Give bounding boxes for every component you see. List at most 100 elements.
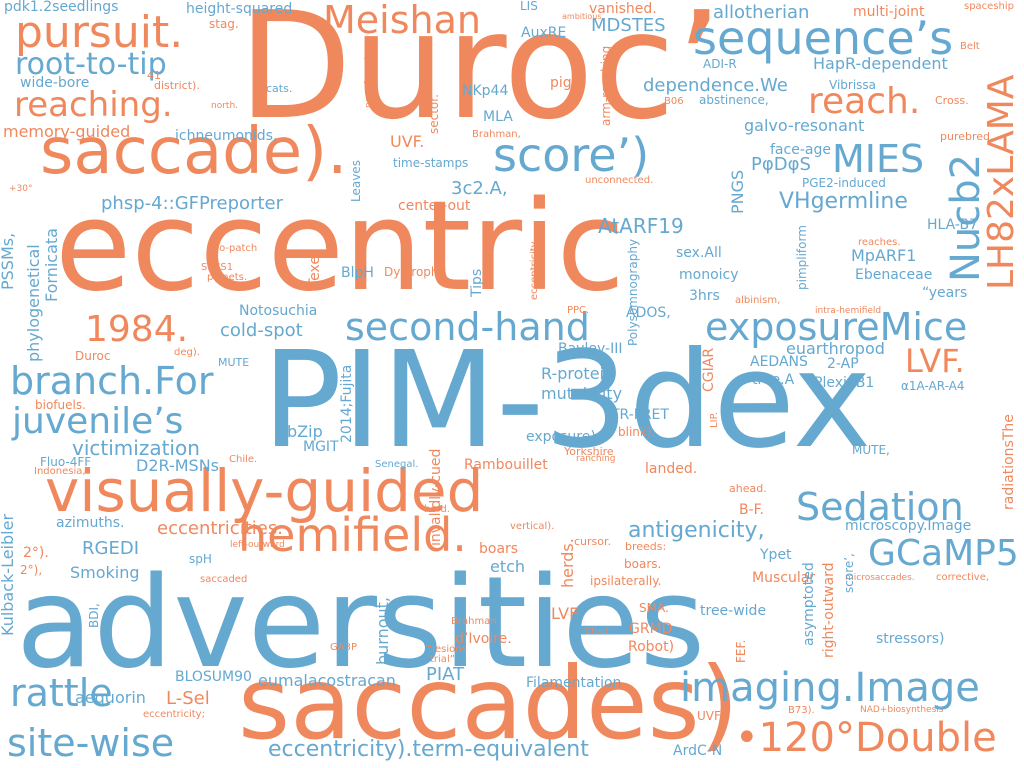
word-unconnected: unconnected.	[585, 175, 654, 186]
word-pursuit: pursuit.	[15, 7, 184, 58]
word-ypet: Ypet	[760, 547, 792, 563]
word-aequorin: aequorin	[75, 688, 146, 707]
word-41: 41	[147, 69, 161, 82]
word-ebenaceae: Ebenaceae	[855, 267, 933, 283]
word-bayley-iii: Bayley-III	[558, 341, 623, 357]
word-sma: SMA.	[639, 601, 669, 615]
word-d2r-msns: D2R-MSNs	[136, 456, 220, 475]
word-antigenicity: antigenicity,	[628, 518, 765, 543]
word-district: district).	[154, 79, 200, 92]
word-leaves: Leaves	[349, 160, 363, 202]
word-second-hand: second-hand	[345, 305, 590, 349]
word-notosuchia: Notosuchia	[239, 303, 318, 319]
word-atarf19: AtARF19	[598, 214, 684, 238]
word-rattle: rattle	[10, 671, 113, 715]
word-uvf: UVF	[697, 709, 721, 723]
word-robot: Robot)	[628, 639, 675, 655]
word-yorkshire: Yorkshire	[564, 445, 614, 458]
word-time-stamps: time-stamps	[393, 156, 469, 170]
word-3hrs: 3hrs	[689, 288, 720, 304]
word-indonesia: Indonesia,	[34, 466, 86, 477]
word-polysomnography: Polysomnography	[626, 238, 640, 346]
word-eccentric: eccentric	[55, 175, 625, 319]
word-exposure: exposure)	[526, 429, 596, 445]
word-mparf1: MpARF1	[851, 246, 917, 265]
word-sedation: Sedation	[796, 485, 964, 529]
word-azimuths: azimuths.	[56, 515, 125, 531]
word-meishan: Meishan	[323, 0, 481, 42]
word-etch: etch	[490, 557, 526, 576]
word-lesions: “lesions	[427, 644, 467, 655]
word-sph: spH	[189, 552, 212, 566]
word-euarthropod: euarthropod	[786, 339, 885, 358]
word-ambitious: ambitious	[562, 12, 602, 21]
word-ichneumonids: ichneumonids,	[175, 128, 278, 144]
word-2deg-comma: 2°),	[20, 563, 43, 577]
word-branch-for: branch.For	[10, 359, 214, 403]
word-multi-joint: multi-joint	[853, 4, 925, 20]
word-victimization: victimization	[72, 436, 200, 460]
word-cursor: cursor.	[574, 535, 612, 548]
word-lh82xlama: LH82xLAMA	[981, 74, 1022, 290]
word-mies: MIES	[832, 137, 925, 181]
word-mute: MUTE	[218, 356, 250, 369]
word-albinism: albinism,	[735, 295, 781, 306]
word-lip: LIP.	[709, 411, 720, 428]
word-mutability: mutability	[541, 384, 623, 403]
word-allotherian: allotherian	[713, 2, 810, 23]
word-hemifield: hemifield.	[238, 508, 467, 562]
word-pssms: PSSMs,	[0, 232, 17, 290]
word-microsaccades: microsaccades.	[845, 573, 915, 583]
word-120-double: •120°Double	[735, 715, 997, 761]
word-rgedi: RGEDI	[82, 538, 139, 559]
word-asymptoted: asymptoted	[801, 562, 817, 646]
word-bdi: BDI,	[87, 603, 101, 628]
word-plus30deg: +30°	[9, 184, 33, 194]
word-eccentricity-semi: eccentricity;	[143, 709, 205, 720]
word-pngs: PNGS	[728, 169, 747, 214]
word-deg: deg).	[174, 347, 200, 358]
word-purebred: purebred,	[940, 130, 994, 143]
word-2014-fujita: 2014;Fujita	[339, 364, 355, 443]
word-boars: boars	[479, 541, 519, 557]
word-eumalacostracan: eumalacostracan	[258, 671, 396, 690]
word-lis: LIS	[520, 0, 538, 13]
word-cross: Cross.	[935, 94, 969, 107]
word-duroc: Duroc	[75, 349, 111, 363]
word-b06: B06	[664, 96, 684, 107]
word-phsp4-reporter: phsp-4::GFPreporter	[101, 193, 284, 214]
word-lvf-dot: LVF.	[905, 342, 965, 380]
word-divoire: d’Ivoire.	[455, 631, 512, 647]
word-blink: blink).	[618, 425, 656, 439]
word-cgiar: CGIAR	[701, 347, 717, 392]
word-stag: stag.	[209, 17, 239, 31]
word-corrective: corrective,	[936, 572, 990, 583]
word-vibrissa: Vibrissa	[829, 78, 877, 92]
word-pphi-dphi-s: PφDφS	[751, 154, 811, 175]
word-smoking: Smoking	[70, 563, 140, 582]
word-1984: 1984.	[85, 309, 189, 350]
word-ados: ADOS,	[626, 305, 671, 321]
word-trial: trial”.	[430, 654, 459, 665]
word-mla: MLA	[483, 109, 513, 125]
word-filamentation: Filamentation	[526, 675, 622, 691]
word-center-out: center-out	[398, 198, 471, 214]
word-reach: reach.	[808, 81, 921, 122]
word-bzip: bZip	[287, 422, 323, 441]
word-pge2-induced: PGE2-induced	[802, 176, 886, 190]
word-right-outward: right-outward	[821, 562, 837, 658]
word-sex-all: sex.All	[676, 245, 722, 261]
word-2deg-paren: 2°).	[23, 545, 49, 561]
word-juveniles: juvenile’s	[12, 401, 184, 442]
word-b73: B73).	[788, 705, 815, 716]
word-piat: PIAT	[426, 664, 465, 685]
word-fluo-4ff: Fluo-4FF	[40, 455, 92, 469]
word-pimpliform: pimpliform	[795, 225, 809, 290]
word-blph: BlpH	[341, 265, 374, 281]
word-phylogenetical: phylogenetical	[24, 244, 43, 362]
word-ipsilaterally: ipsilaterally.	[590, 574, 662, 588]
word-memory-guided: memory-guided	[3, 122, 131, 141]
word-mdstes: MDSTES	[591, 15, 666, 36]
word-vanished: vanished.	[589, 1, 657, 17]
word-sequences: sequence’s	[693, 11, 954, 65]
